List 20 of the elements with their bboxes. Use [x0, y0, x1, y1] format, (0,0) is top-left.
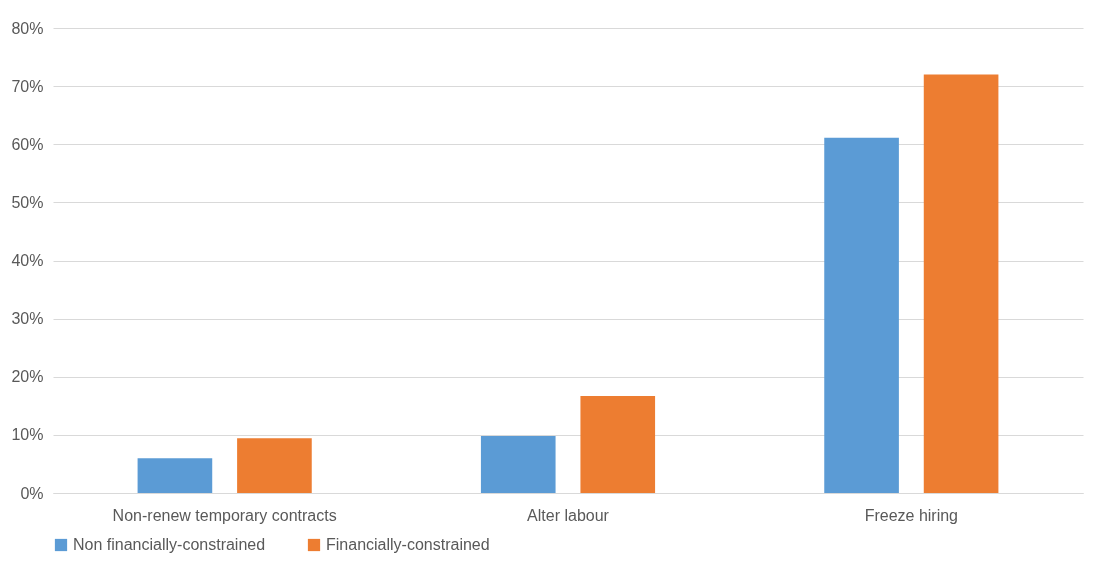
bar: [237, 438, 312, 493]
y-tick-label: 20%: [11, 368, 44, 386]
y-tick-label: 80%: [11, 19, 44, 37]
bar: [824, 137, 899, 493]
legend-label: Non financially-constrained: [73, 536, 266, 553]
bar: [923, 74, 999, 493]
y-tick-label: 60%: [11, 135, 44, 153]
y-tick-label: 40%: [11, 252, 44, 269]
y-tick-label: 70%: [11, 77, 44, 95]
y-tick-label: 0%: [20, 484, 44, 502]
bar: [580, 395, 656, 493]
legend-label: Financially-constrained: [326, 536, 490, 553]
y-tick-label: 10%: [11, 426, 44, 444]
x-tick-label: Alter labour: [527, 506, 610, 524]
y-tick-label: 30%: [11, 310, 44, 328]
x-tick-label: Non-renew temporary contracts: [112, 506, 337, 524]
bar: [480, 436, 556, 493]
x-tick-label: Freeze hiring: [864, 506, 959, 524]
bar: [137, 458, 213, 493]
y-tick-label: 50%: [11, 193, 44, 211]
